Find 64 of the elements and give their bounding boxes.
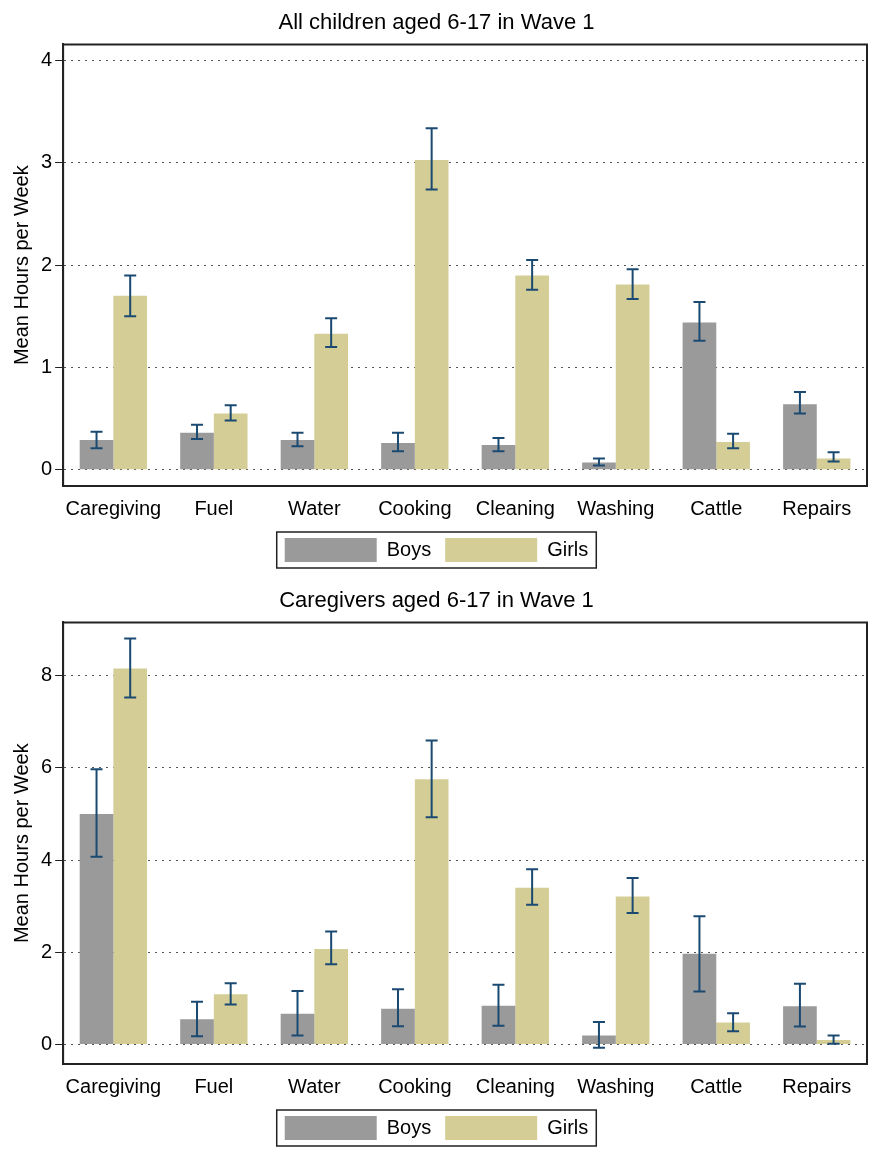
chart-title: All children aged 6-17 in Wave 1: [278, 9, 595, 35]
bar: [682, 322, 717, 470]
chart-title: Caregivers aged 6-17 in Wave 1: [279, 587, 594, 613]
bar: [783, 1006, 817, 1045]
y-tick-label: 2: [41, 939, 53, 962]
x-tick-label: Cattle: [690, 1074, 743, 1097]
y-tick-label: 3: [41, 150, 53, 173]
bar: [481, 445, 516, 470]
bar: [314, 949, 348, 1045]
y-tick-label: 2: [41, 252, 53, 275]
y-tick-label: 4: [41, 48, 53, 71]
bar: [682, 953, 717, 1045]
bar: [414, 779, 449, 1045]
bar: [113, 668, 148, 1045]
bar: [314, 333, 348, 470]
legend-label: Boys: [386, 537, 432, 560]
x-tick-label: Cleaning: [475, 496, 555, 519]
bar: [381, 1008, 415, 1045]
bar: [213, 994, 248, 1045]
bar: [716, 1022, 750, 1045]
y-tick-label: 6: [41, 755, 53, 778]
bar: [280, 1013, 315, 1045]
y-tick-label: 0: [41, 457, 53, 480]
x-tick-label: Caregiving: [65, 1074, 162, 1097]
x-tick-label: Repairs: [782, 496, 852, 519]
x-tick-label: Fuel: [194, 1074, 234, 1097]
y-tick-label: 0: [41, 1032, 53, 1055]
x-tick-label: Fuel: [194, 496, 234, 519]
legend-label: Girls: [547, 1115, 589, 1138]
bar: [615, 896, 650, 1045]
x-tick-label: Caregiving: [65, 496, 162, 519]
x-tick-label: Repairs: [782, 1074, 852, 1097]
bar: [515, 887, 549, 1045]
bar: [582, 1035, 616, 1045]
y-axis-title: Mean Hours per Week: [9, 742, 32, 944]
bar: [180, 432, 214, 470]
bar: [213, 413, 248, 470]
x-tick-label: Cattle: [690, 496, 743, 519]
y-tick-label: 4: [41, 847, 53, 870]
bar: [113, 295, 148, 470]
x-tick-label: Cooking: [378, 1074, 452, 1097]
bar: [716, 442, 750, 470]
legend-label: Boys: [386, 1115, 432, 1138]
bar: [381, 443, 415, 470]
x-tick-label: Cleaning: [475, 1074, 555, 1097]
bar: [783, 404, 817, 470]
bar: [481, 1005, 516, 1045]
x-tick-label: Water: [288, 1074, 341, 1097]
legend-label: Girls: [547, 537, 589, 560]
x-tick-label: Water: [288, 496, 341, 519]
bar: [414, 159, 449, 470]
bar: [79, 440, 114, 470]
bar: [816, 458, 851, 470]
bar: [280, 440, 315, 470]
bar: [515, 275, 549, 470]
y-tick-label: 8: [41, 662, 53, 685]
x-tick-label: Cooking: [378, 496, 452, 519]
y-tick-label: 1: [41, 354, 53, 377]
x-tick-label: Washing: [577, 1074, 655, 1097]
x-tick-label: Washing: [577, 496, 655, 519]
bar: [180, 1019, 214, 1045]
y-axis-title: Mean Hours per Week: [9, 164, 32, 366]
bar: [615, 284, 650, 470]
bar: [79, 813, 114, 1045]
